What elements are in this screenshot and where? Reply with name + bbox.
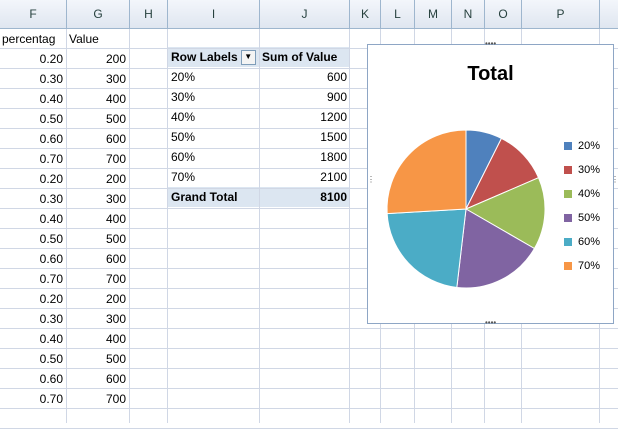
pivot-row-label[interactable]: 70% bbox=[171, 167, 259, 187]
legend-label: 40% bbox=[578, 188, 600, 200]
legend-swatch bbox=[564, 262, 572, 270]
cell-percentage[interactable]: 0.30 bbox=[0, 69, 66, 89]
cell-value[interactable]: 300 bbox=[67, 189, 129, 209]
pivot-grand-total-label[interactable]: Grand Total bbox=[168, 187, 260, 207]
cell-value[interactable]: 600 bbox=[67, 369, 129, 389]
cell-value[interactable]: 200 bbox=[67, 169, 129, 189]
cell-value[interactable]: 300 bbox=[67, 309, 129, 329]
col-header-p[interactable]: P bbox=[522, 0, 600, 28]
pie-slice-70pct[interactable] bbox=[387, 130, 466, 214]
cell-percentage[interactable]: 0.30 bbox=[0, 309, 66, 329]
resize-handle-left[interactable]: ⋮ bbox=[367, 175, 375, 184]
legend-label: 70% bbox=[578, 260, 600, 272]
legend-item[interactable]: 70% bbox=[564, 259, 600, 283]
cell-percentage[interactable]: 0.50 bbox=[0, 229, 66, 249]
cell-value[interactable]: 500 bbox=[67, 349, 129, 369]
cell-percentage[interactable]: 0.20 bbox=[0, 169, 66, 189]
cell-value[interactable]: 700 bbox=[67, 389, 129, 409]
pivot-row-label[interactable]: 30% bbox=[171, 87, 259, 107]
pivot-row-value[interactable]: 2100 bbox=[260, 167, 350, 187]
resize-handle-right[interactable]: ⋮ bbox=[611, 175, 618, 184]
pivot-row-label[interactable]: 40% bbox=[171, 107, 259, 127]
legend-item[interactable]: 20% bbox=[564, 139, 600, 163]
legend-item[interactable]: 30% bbox=[564, 163, 600, 187]
col-header-g[interactable]: G bbox=[67, 0, 130, 28]
legend-swatch bbox=[564, 166, 572, 174]
column-header-bar: F G H I J K L M N O P bbox=[0, 0, 618, 29]
cell-value[interactable]: 400 bbox=[67, 209, 129, 229]
pivot-row-value[interactable]: 1500 bbox=[260, 127, 350, 147]
pivot-row-label[interactable]: 20% bbox=[171, 67, 259, 87]
legend-swatch bbox=[564, 190, 572, 198]
cell-percentage[interactable]: 0.50 bbox=[0, 109, 66, 129]
cell-value[interactable]: 700 bbox=[67, 149, 129, 169]
pivot-sum-header[interactable]: Sum of Value bbox=[260, 47, 350, 67]
cell-percentage[interactable]: 0.20 bbox=[0, 289, 66, 309]
col-header-f[interactable]: F bbox=[0, 0, 67, 28]
cell-percentage[interactable]: 0.70 bbox=[0, 389, 66, 409]
pivot-row-value[interactable]: 1200 bbox=[260, 107, 350, 127]
cell-value[interactable]: 300 bbox=[67, 69, 129, 89]
pivot-grand-total-value[interactable]: 8100 bbox=[260, 187, 350, 207]
cell-value[interactable]: 200 bbox=[67, 289, 129, 309]
header-percentage[interactable]: percentag bbox=[2, 29, 66, 49]
cell-value[interactable]: 600 bbox=[67, 129, 129, 149]
legend-swatch bbox=[564, 142, 572, 150]
cell-percentage[interactable]: 0.60 bbox=[0, 129, 66, 149]
cell-value[interactable]: 500 bbox=[67, 109, 129, 129]
col-header-n[interactable]: N bbox=[452, 0, 485, 28]
legend-item[interactable]: 50% bbox=[564, 211, 600, 235]
cell-percentage[interactable]: 0.50 bbox=[0, 349, 66, 369]
cell-percentage[interactable]: 0.60 bbox=[0, 369, 66, 389]
col-header-k[interactable]: K bbox=[350, 0, 381, 28]
cell-percentage[interactable]: 0.70 bbox=[0, 269, 66, 289]
pivot-row-labels-header[interactable]: Row Labels ▼ bbox=[168, 47, 260, 67]
cell-value[interactable]: 400 bbox=[67, 329, 129, 349]
cell-percentage[interactable]: 0.30 bbox=[0, 189, 66, 209]
cell-percentage[interactable]: 0.60 bbox=[0, 249, 66, 269]
col-header-h[interactable]: H bbox=[130, 0, 168, 28]
col-header-j[interactable]: J bbox=[260, 0, 350, 28]
pivot-filter-dropdown-icon[interactable]: ▼ bbox=[241, 50, 256, 65]
legend-item[interactable]: 60% bbox=[564, 235, 600, 259]
cell-value[interactable]: 500 bbox=[67, 229, 129, 249]
legend-label: 60% bbox=[578, 236, 600, 248]
col-header-m[interactable]: M bbox=[415, 0, 452, 28]
pivot-row-value[interactable]: 600 bbox=[260, 67, 350, 87]
cell-percentage[interactable]: 0.40 bbox=[0, 89, 66, 109]
col-header-l[interactable]: L bbox=[381, 0, 415, 28]
cell-value[interactable]: 200 bbox=[67, 49, 129, 69]
col-header-i[interactable]: I bbox=[168, 0, 260, 28]
cell-value[interactable]: 600 bbox=[67, 249, 129, 269]
col-header-o[interactable]: O bbox=[485, 0, 522, 28]
legend-swatch bbox=[564, 238, 572, 246]
legend-item[interactable]: 40% bbox=[564, 187, 600, 211]
pivot-row-label[interactable]: 60% bbox=[171, 147, 259, 167]
legend-label: 20% bbox=[578, 140, 600, 152]
legend-label: 50% bbox=[578, 212, 600, 224]
chart-legend[interactable]: 20% 30% 40% 50% 60% 70% bbox=[564, 139, 600, 283]
pivot-row-value[interactable]: 1800 bbox=[260, 147, 350, 167]
resize-handle-top[interactable]: •••• bbox=[485, 39, 496, 48]
pie-chart[interactable]: Total 20% 30% 40% 50% 60% 70% •••• •••• ⋮ ⋮ bbox=[367, 44, 614, 324]
cell-percentage[interactable]: 0.40 bbox=[0, 209, 66, 229]
pivot-row-label[interactable]: 50% bbox=[171, 127, 259, 147]
cell-value[interactable]: 400 bbox=[67, 89, 129, 109]
legend-swatch bbox=[564, 214, 572, 222]
cell-percentage[interactable]: 0.70 bbox=[0, 149, 66, 169]
pivot-row-value[interactable]: 900 bbox=[260, 87, 350, 107]
header-value[interactable]: Value bbox=[69, 29, 129, 49]
pie-slice-60pct[interactable] bbox=[387, 209, 466, 287]
resize-handle-bottom[interactable]: •••• bbox=[485, 318, 496, 327]
cell-value[interactable]: 700 bbox=[67, 269, 129, 289]
cell-percentage[interactable]: 0.40 bbox=[0, 329, 66, 349]
legend-label: 30% bbox=[578, 164, 600, 176]
cell-percentage[interactable]: 0.20 bbox=[0, 49, 66, 69]
